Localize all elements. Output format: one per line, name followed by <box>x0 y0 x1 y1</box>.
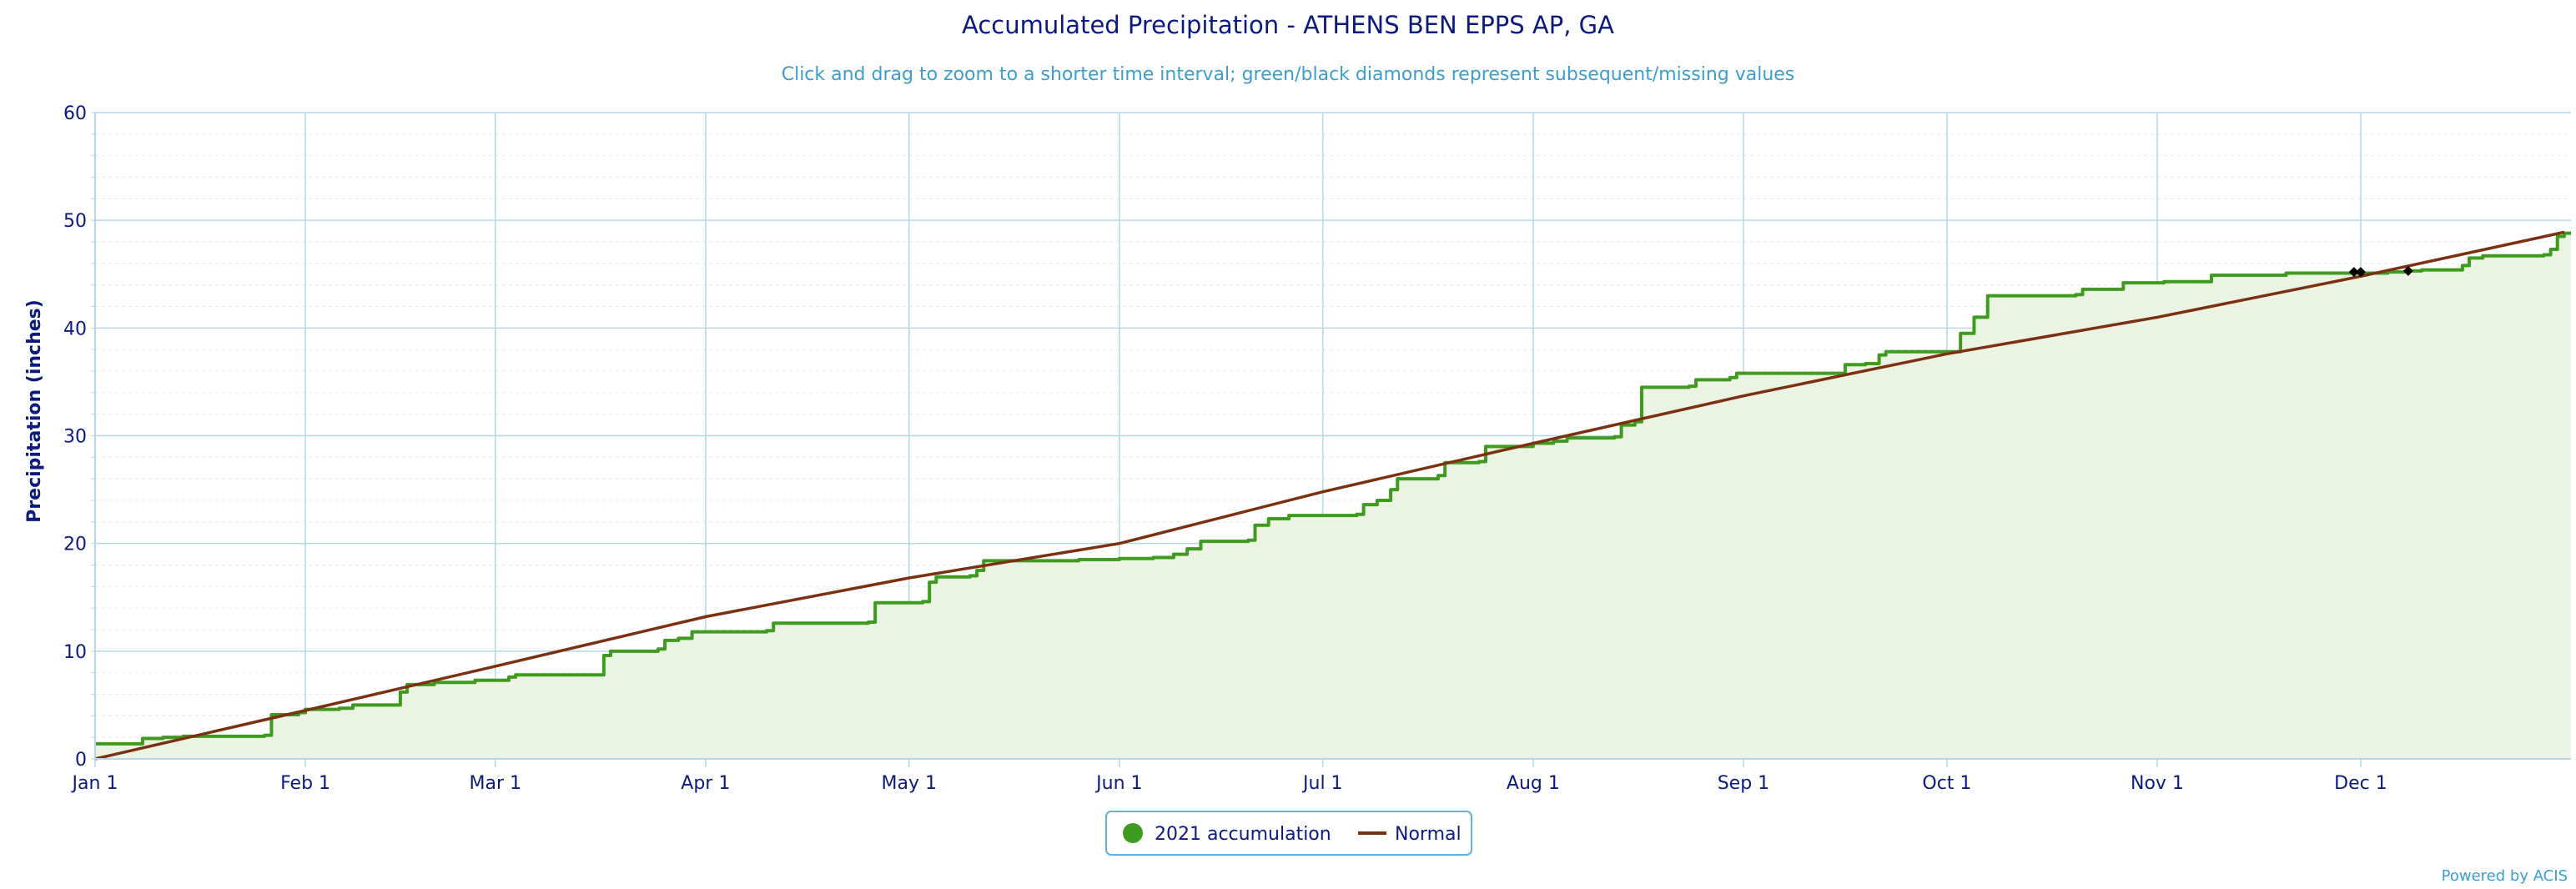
y-tick-label: 40 <box>63 319 87 339</box>
legend-box <box>1105 811 1472 856</box>
tick-labels: 0 10 20 30 40 50 60 Jan 1 Feb 1 Mar 1 Apr 1 May 1 Ju… <box>63 103 2387 794</box>
x-tick-label: Aug 1 <box>1507 773 1560 794</box>
x-tick-label: May 1 <box>882 773 937 794</box>
accumulation-fill <box>95 233 2571 760</box>
x-tick-label: Dec 1 <box>2334 773 2387 794</box>
y-tick-label: 50 <box>63 211 87 232</box>
legend-item-accumulation[interactable]: 2021 accumulation <box>1123 823 1331 845</box>
x-tick-label: Nov 1 <box>2131 773 2184 794</box>
x-tick-label: Jan 1 <box>71 773 118 794</box>
legend[interactable]: 2021 accumulation Normal <box>1105 811 1472 856</box>
x-tick-label: Feb 1 <box>280 773 330 794</box>
missing-value-diamond[interactable] <box>2348 267 2359 278</box>
chart-title: Accumulated Precipitation - ATHENS BEN E… <box>962 11 1614 39</box>
legend-normal-label: Normal <box>1395 824 1462 845</box>
accumulation-line[interactable] <box>95 231 2571 746</box>
legend-accumulation-label: 2021 accumulation <box>1155 824 1331 845</box>
missing-value-diamond[interactable] <box>2355 267 2366 278</box>
x-tick-label: Apr 1 <box>681 773 730 794</box>
series-lines <box>94 230 2571 761</box>
y-tick-label: 10 <box>63 642 87 663</box>
x-tick-label: Sep 1 <box>1718 773 1769 794</box>
x-tick-label: Mar 1 <box>470 773 522 794</box>
missing-value-diamond[interactable] <box>2402 265 2413 276</box>
normal-line[interactable] <box>94 230 2565 761</box>
x-tick-label: Oct 1 <box>1922 773 1971 794</box>
legend-item-normal[interactable]: Normal <box>1358 824 1462 845</box>
x-tick-label: Jul 1 <box>1301 773 1343 794</box>
y-tick-label: 20 <box>63 535 87 555</box>
missing-value-markers <box>2348 265 2413 278</box>
accumulation-area <box>95 233 2571 760</box>
y-tick-label: 0 <box>75 750 87 771</box>
y-tick-label: 60 <box>63 103 87 124</box>
legend-accumulation-swatch <box>1123 823 1143 843</box>
axes <box>91 112 2571 767</box>
y-axis-label: Precipitation (inches) <box>24 299 45 523</box>
credit-link[interactable]: Powered by ACIS <box>2442 867 2568 885</box>
x-tick-label: Jun 1 <box>1094 773 1142 794</box>
chart-subtitle: Click and drag to zoom to a shorter time… <box>782 64 1795 85</box>
y-tick-label: 30 <box>63 427 87 448</box>
